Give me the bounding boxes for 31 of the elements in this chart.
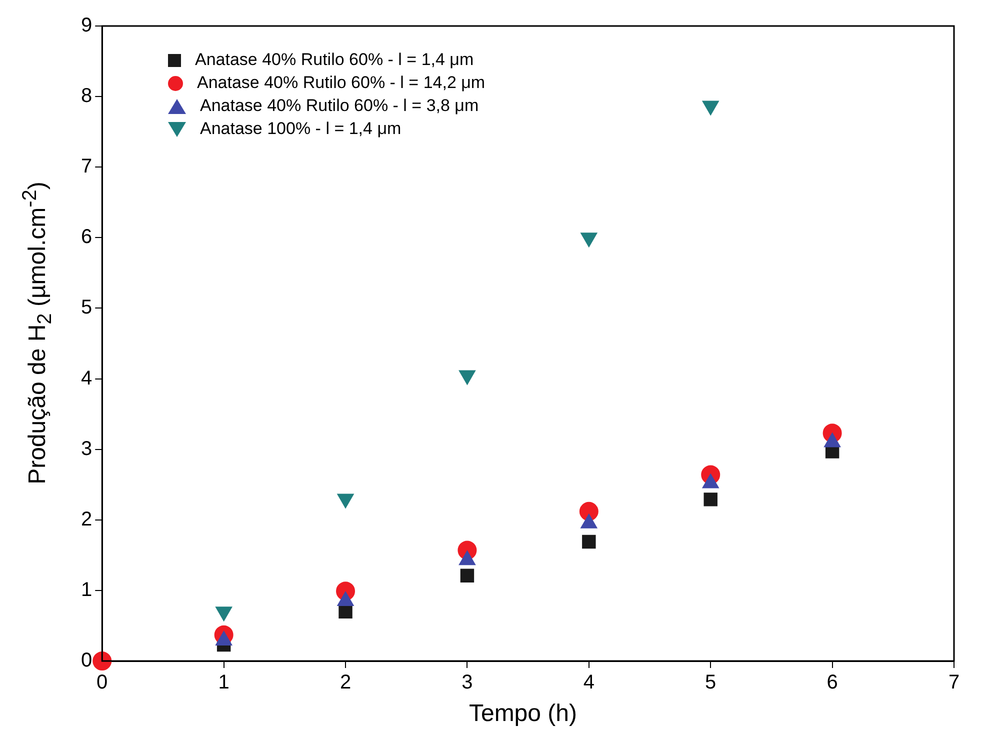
legend-label: Anatase 100% - l = 1,4 μm xyxy=(200,119,402,138)
point xyxy=(702,100,719,116)
y-tick-label: 5 xyxy=(81,296,92,319)
y-tick-label: 4 xyxy=(81,367,92,390)
legend-label: Anatase 40% Rutilo 60% - l = 14,2 μm xyxy=(197,73,486,92)
y-tick-label: 9 xyxy=(81,14,92,37)
point xyxy=(460,568,474,582)
y-tick-label: 0 xyxy=(81,650,92,672)
x-tick-label: 7 xyxy=(948,672,960,694)
legend-label: Anatase 40% Rutilo 60% - l = 3,8 μm xyxy=(200,96,479,115)
point xyxy=(704,492,718,506)
legend-label: Anatase 40% Rutilo 60% - l = 1,4 μm xyxy=(195,50,474,69)
y-tick-label: 1 xyxy=(81,578,92,601)
y-tick-label: 7 xyxy=(81,156,92,178)
point xyxy=(92,652,112,670)
point xyxy=(338,604,352,618)
y-tick-label: 3 xyxy=(81,438,92,460)
x-axis-title: Tempo (h) xyxy=(468,700,578,728)
point xyxy=(458,370,476,385)
x-tick-label: 0 xyxy=(96,672,108,694)
point xyxy=(582,534,596,549)
x-tick-label: 3 xyxy=(462,672,473,694)
y-tick-label: 2 xyxy=(81,508,92,530)
y-tick-label: 8 xyxy=(81,85,92,108)
x-tick-label: 1 xyxy=(218,672,230,694)
point xyxy=(580,232,598,248)
x-tick-label: 6 xyxy=(826,672,838,694)
x-tick-label: 4 xyxy=(583,672,594,694)
x-tick-label: 2 xyxy=(340,672,352,694)
x-tick-label: 5 xyxy=(705,672,716,694)
y-tick-label: 6 xyxy=(81,226,92,248)
